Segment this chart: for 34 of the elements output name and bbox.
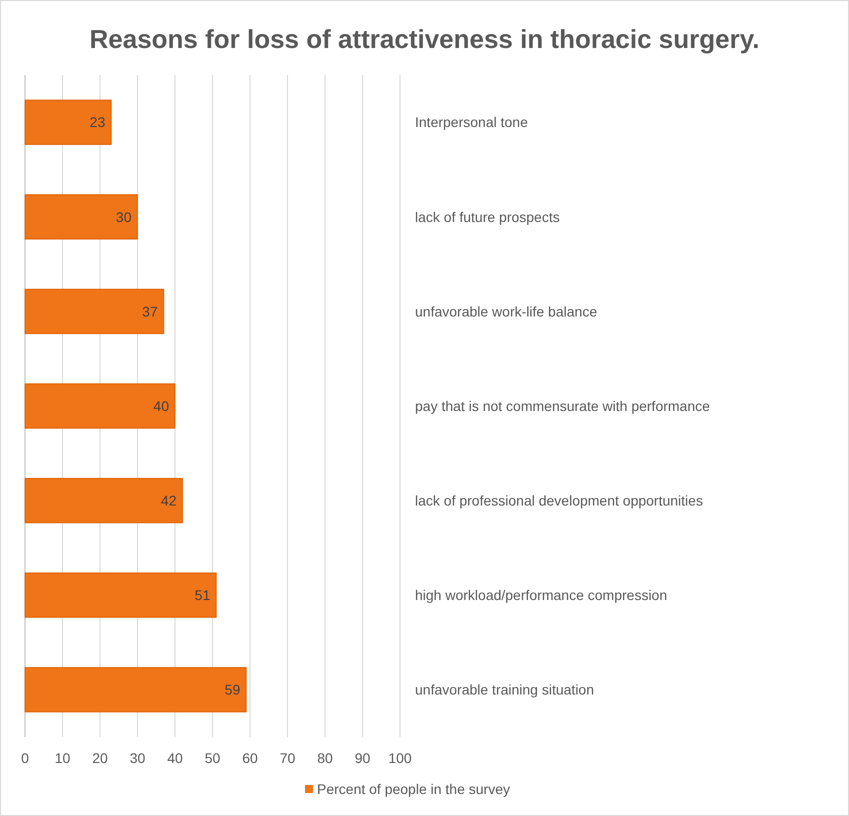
chart-title: Reasons for loss of attractiveness in thoracic surgery.: [90, 24, 760, 54]
data-label: 42: [160, 492, 177, 508]
data-label: 30: [116, 208, 132, 225]
x-tick-label: 30: [130, 750, 146, 766]
bar: [24, 194, 138, 240]
y-tick-label: unfavorable work-life balance: [415, 303, 598, 320]
data-label: 59: [224, 682, 240, 698]
x-tick-label: 0: [21, 750, 30, 766]
bar: [24, 572, 217, 618]
y-tick-label: lack of future prospects: [415, 208, 560, 225]
x-tick-label: 40: [167, 750, 183, 766]
data-label: 40: [153, 398, 170, 414]
bar: [24, 383, 176, 429]
y-tick-label: pay that is not commensurate with performance: [415, 398, 710, 414]
data-label: 23: [90, 114, 106, 130]
x-tick-label: 50: [204, 750, 220, 766]
bar: [24, 478, 183, 524]
legend-label: Percent of people in the survey: [317, 780, 510, 797]
x-tick-label: 100: [388, 750, 412, 766]
bar: [24, 667, 247, 712]
x-tick-label: 70: [280, 750, 296, 766]
x-tick-label: 80: [317, 750, 333, 766]
data-label: 37: [142, 303, 158, 320]
y-tick-label: high workload/performance compression: [415, 587, 668, 604]
x-tick-label: 90: [354, 750, 370, 766]
x-tick-label: 20: [92, 750, 108, 766]
x-tick-label: 10: [54, 750, 70, 766]
x-tick-label: 60: [242, 750, 258, 766]
y-tick-label: lack of professional development opportunities: [415, 492, 703, 508]
y-tick-label: Interpersonal tone: [415, 114, 528, 130]
y-tick-label: unfavorable training situation: [415, 682, 594, 698]
bar: [24, 288, 164, 334]
data-label: 51: [194, 587, 210, 604]
bar: [24, 100, 112, 145]
